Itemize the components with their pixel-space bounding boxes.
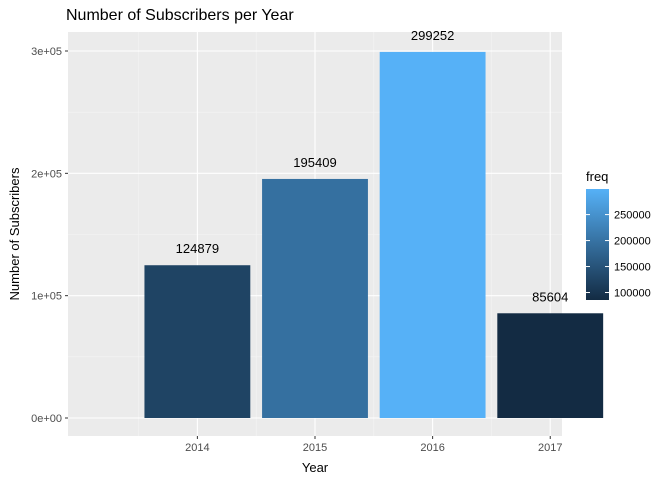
legend-tick-label: 250000: [614, 210, 651, 222]
x-tick-label: 2017: [538, 442, 562, 454]
legend-ticks: 100000 150000 200000 250000: [586, 210, 651, 300]
x-tick-label: 2014: [185, 442, 209, 454]
x-tick-label: 2015: [303, 442, 327, 454]
legend-title: freq: [586, 169, 608, 184]
chart-title: Number of Subscribers per Year: [66, 7, 294, 24]
legend-tick-label: 100000: [614, 288, 651, 300]
bars-group: [144, 51, 604, 419]
bar-2017: [497, 313, 604, 418]
bar-2016: [379, 51, 486, 419]
y-axis-title: Number of Subscribers: [7, 167, 22, 300]
legend-tick-label: 200000: [614, 236, 651, 248]
legend: freq 100000 150000 200000 250000: [586, 169, 651, 300]
data-label-2016: 299252: [411, 28, 454, 43]
y-tick-label: 3e+05: [31, 46, 62, 58]
y-axis: 0e+00 1e+05 2e+05 3e+05: [31, 46, 68, 425]
data-label-2015: 195409: [293, 155, 336, 170]
data-label-2014: 124879: [176, 241, 219, 256]
bar-2014: [144, 265, 251, 418]
x-axis-title: Year: [302, 460, 329, 475]
legend-tick-label: 150000: [614, 262, 651, 274]
x-axis: 2014 2015 2016 2017: [185, 436, 562, 454]
y-tick-label: 0e+00: [31, 413, 62, 425]
data-labels-group: 124879 195409 299252 85604: [176, 28, 569, 304]
bar-2015: [262, 178, 368, 418]
data-label-2017: 85604: [532, 289, 568, 304]
x-tick-label: 2016: [420, 442, 444, 454]
y-tick-label: 2e+05: [31, 168, 62, 180]
y-tick-label: 1e+05: [31, 291, 62, 303]
legend-colorbar: [586, 189, 609, 300]
